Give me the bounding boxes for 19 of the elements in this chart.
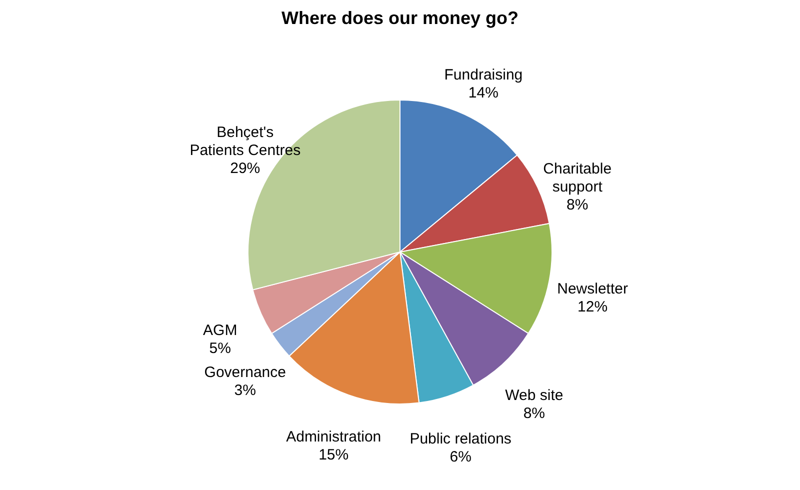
slice-label: Fundraising (444, 66, 523, 84)
slice-label: AGM (203, 322, 238, 339)
slice-label: Web site (505, 386, 564, 404)
data-label: 12% (578, 298, 608, 316)
slice-label: Public relations (410, 430, 512, 448)
slice-label: Newsletter (557, 280, 628, 298)
data-label: 5% (209, 340, 231, 357)
chart-title: Where does our money go? (281, 8, 519, 28)
data-label: 6% (450, 448, 472, 466)
slice-label: Governance (204, 364, 286, 382)
slice-label: Behçet's Patients Centres (190, 124, 301, 159)
slice-label: Administration (286, 428, 382, 446)
data-label: 8% (523, 404, 546, 422)
data-label: 8% (566, 196, 588, 214)
data-label: 15% (318, 446, 349, 464)
data-label: 29% (230, 160, 260, 177)
data-label: 3% (234, 382, 256, 400)
slice-label: Charitable support (543, 160, 612, 196)
data-label: 14% (468, 84, 498, 102)
